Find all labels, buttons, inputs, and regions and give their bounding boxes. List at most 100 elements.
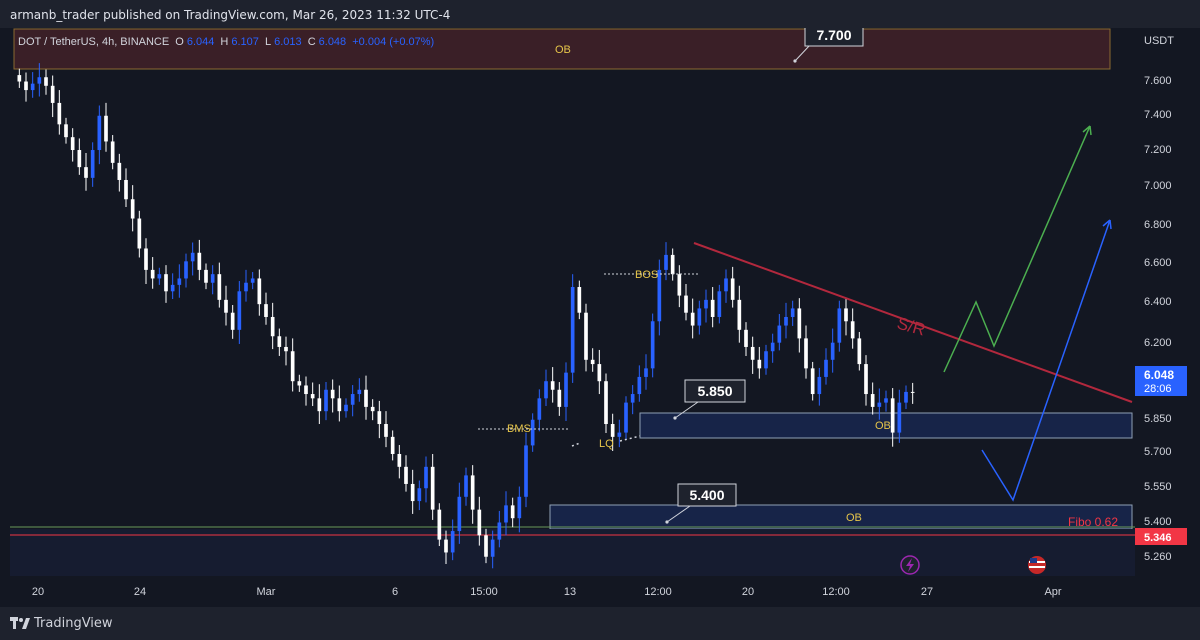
candle: [450, 531, 455, 553]
candle: [297, 381, 302, 386]
candle: [337, 398, 342, 412]
candle: [317, 398, 322, 412]
candle: [230, 312, 235, 330]
price-tick: 5.260: [1144, 551, 1172, 563]
callout-top-value: 7.700: [816, 28, 851, 43]
lq-label: LQ: [599, 438, 614, 450]
publisher-text: armanb_trader published on TradingView.c…: [10, 8, 451, 22]
candle: [424, 466, 428, 489]
candle: [530, 419, 535, 446]
candle: [57, 102, 62, 125]
blue-arrowhead: [1102, 219, 1112, 230]
candle: [377, 411, 382, 425]
callout-mid-value: 5.850: [697, 383, 732, 399]
candle: [430, 466, 435, 510]
candle: [717, 291, 722, 317]
callout-mid[interactable]: 5.850: [673, 379, 746, 420]
tradingview-logo-icon: [10, 617, 30, 629]
candle: [844, 308, 848, 322]
candle: [570, 287, 575, 373]
candle: [770, 342, 775, 352]
candle: [724, 278, 728, 292]
candle: [330, 389, 335, 399]
candle: [504, 505, 508, 523]
fibo-price: 5.346: [1144, 532, 1172, 544]
change-value: +0.004 (+0.07%): [352, 36, 435, 48]
candle: [84, 167, 88, 178]
candle: [664, 254, 668, 270]
candle: [670, 254, 675, 275]
candle: [890, 398, 895, 433]
publisher-bar: armanb_trader published on TradingView.c…: [0, 0, 1200, 28]
ob-label-low: OB: [846, 512, 862, 524]
candle: [710, 299, 715, 317]
candle: [30, 83, 35, 91]
candle: [77, 150, 82, 168]
candle: [897, 402, 902, 433]
lq-line: [571, 435, 641, 447]
ob-zone-low: [549, 504, 1133, 530]
lightning-icon[interactable]: [900, 555, 920, 575]
candle: [704, 299, 708, 309]
fibo-label: Fibo 0.62: [1068, 515, 1118, 529]
price-tick: 7.000: [1144, 180, 1172, 192]
candle: [470, 475, 475, 510]
candle: [137, 218, 142, 249]
time-tick: 24: [134, 586, 146, 598]
price-tick: 7.400: [1144, 109, 1172, 121]
candle: [170, 284, 175, 292]
candle: [577, 287, 582, 313]
open-value: 6.044: [186, 36, 215, 48]
low-label: L: [264, 36, 272, 48]
candle: [870, 394, 875, 407]
candle: [764, 351, 768, 369]
candle: [464, 475, 468, 497]
symbol-name: DOT / TetherUS, 4h, BINANCE: [18, 36, 170, 48]
candle: [410, 483, 415, 502]
candle: [110, 141, 115, 163]
callout-top[interactable]: 7.700: [793, 28, 864, 63]
candle: [477, 509, 482, 536]
candle: [624, 402, 628, 433]
candle: [597, 364, 602, 382]
countdown: 28:06: [1144, 383, 1172, 395]
fibo-zone: [10, 529, 1135, 576]
price-axis[interactable]: USDT 7.600 7.400 7.200 7.000 6.800 6.600…: [1135, 28, 1200, 576]
candle: [44, 77, 48, 86]
price-chart[interactable]: OB OB OB BOS BMS LQ S/R Fibo 0.62 7.700 …: [10, 28, 1135, 576]
ob-zone-top: [13, 28, 1111, 70]
candle: [224, 299, 228, 313]
candle: [304, 385, 308, 395]
ob-label-top: OB: [555, 44, 571, 56]
candle: [104, 115, 108, 142]
candle: [444, 539, 448, 553]
candle: [250, 278, 255, 283]
currency-label: USDT: [1144, 35, 1174, 47]
candle: [124, 179, 128, 200]
candle: [190, 252, 195, 262]
candle: [184, 261, 188, 279]
candle: [737, 299, 742, 330]
candle: [837, 308, 842, 343]
us-flag-icon[interactable]: [1028, 556, 1046, 574]
green-projection: [943, 125, 1091, 373]
candle: [457, 496, 462, 532]
candle: [744, 329, 748, 347]
candle: [384, 424, 388, 437]
price-tick: 7.600: [1144, 75, 1172, 87]
candle: [324, 389, 328, 412]
candle: [544, 381, 548, 399]
candle: [524, 445, 528, 497]
time-tick: 12:00: [644, 586, 672, 598]
candle: [730, 278, 735, 300]
candle: [344, 404, 348, 412]
candle: [510, 505, 515, 519]
candle: [824, 359, 828, 377]
candle: [397, 453, 402, 467]
time-axis[interactable]: 20 24 Mar 6 15:00 13 12:00 20 12:00 27 A…: [10, 576, 1135, 606]
sr-line: [693, 242, 1133, 403]
price-tick: 5.400: [1144, 516, 1172, 528]
callout-low[interactable]: 5.400: [665, 483, 737, 524]
candle: [657, 269, 662, 322]
time-tick: Apr: [1044, 586, 1061, 598]
